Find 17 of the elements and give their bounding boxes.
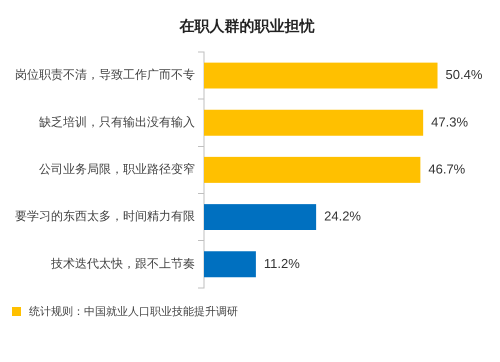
data-label: 50.4%: [446, 67, 483, 82]
bar: [204, 62, 438, 89]
y-tick-label: 缺乏培训，只有输出没有输入: [39, 114, 195, 129]
data-label: 11.2%: [264, 256, 300, 271]
bar: [204, 251, 256, 278]
text: 统计规则：中国就业人口职业技能提升调研: [29, 304, 238, 319]
y-tick-label: 岗位职责不清，导致工作广而不专: [15, 68, 195, 82]
chart-title: 在职人群的职业担忧: [178, 16, 316, 35]
y-tick-label: 公司业务局限，职业路径变窄: [39, 162, 195, 176]
y-tick-label: 要学习的东西太多，时间精力有限: [15, 209, 195, 224]
y-tick-label: 技术迭代太快，跟不上节奏: [50, 256, 195, 270]
bar: [204, 156, 420, 183]
data-label: 24.2%: [324, 208, 362, 224]
bar: [204, 204, 316, 230]
data-label: 47.3%: [431, 114, 468, 130]
bar: [204, 110, 424, 136]
data-label: 46.7%: [428, 161, 466, 176]
